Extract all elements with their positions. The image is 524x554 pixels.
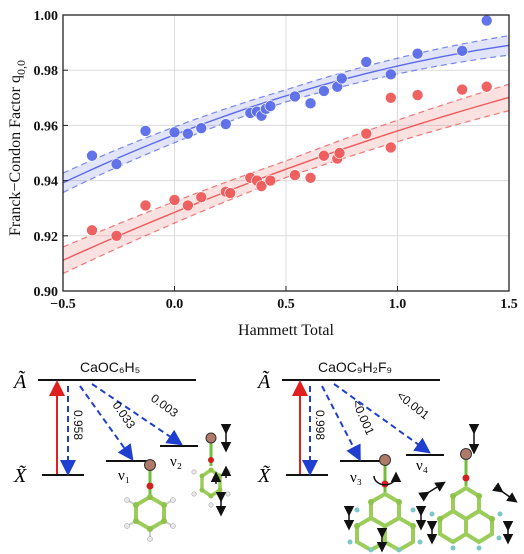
y-axis-label: Franck−Condon Factor q0,0 [7,60,28,236]
data-point-1 [255,180,268,192]
data-point-1 [385,92,397,104]
data-point-0 [335,72,348,85]
data-point-1 [168,194,181,206]
data-point-1 [360,127,373,140]
molecule-label-right: CaOC₉H₂F₉ [318,359,392,375]
mode-label-nu4: ν₄ [416,458,428,474]
data-point-1 [289,169,301,181]
data-point-1 [318,149,330,162]
x-tick-label: 1.5 [500,297,518,312]
data-point-0 [385,68,397,81]
fcf-label-1-right: <0.001 [349,398,377,438]
molecule-label-left: CaOC₆H₅ [80,359,140,375]
fcf-vs-hammett-chart: −0.5 0.0 0.5 1.0 1.5 0.90 0.92 0.94 0.96 0.98 1.00… [7,9,518,339]
data-point-0 [304,97,317,110]
grid [63,15,509,291]
fcf-label-2-right: <0.001 [394,388,432,422]
y-tick-label: 0.90 [34,285,59,300]
y-tick-label: 0.96 [34,119,59,134]
data-point-0 [318,85,330,97]
band-lower-0 [62,54,510,194]
band-upper-0 [62,35,510,174]
data-point-0 [411,47,424,60]
fcf-label-2-left: 0.003 [148,391,181,420]
data-point-0 [264,100,277,112]
x-tick-label: 1.0 [389,297,407,312]
mode-label-nu3: ν₃ [350,470,362,486]
data-point-0 [195,122,208,134]
data-point-0 [139,125,152,137]
band-lower-1 [62,110,510,275]
data-point-1 [304,172,317,184]
data-point-0 [110,158,123,170]
data-point-1 [411,89,424,101]
data-point-1 [264,174,277,187]
data-point-1 [110,230,123,242]
fit-curves [62,44,510,261]
data-point-1 [385,141,397,154]
decay-arrow-1-left [79,385,134,461]
mode-label-nu1: ν₁ [118,468,130,484]
data-point-1 [333,147,346,159]
data-point-0 [289,90,301,103]
fit-curve-1 [62,96,510,261]
axis-ticks: −0.5 0.0 0.5 1.0 1.5 0.90 0.92 0.94 0.96 0.98 1.00 [34,9,518,312]
data-point-1 [480,80,493,93]
molecule-nu3 [343,454,427,553]
decay-arrow-2-left [91,383,183,446]
data-point-1 [195,191,208,203]
band-upper-1 [62,83,510,248]
fcf-label-0-right: 0.998 [313,410,327,440]
data-point-0 [219,118,232,130]
decay-arrow-2-right [333,383,431,454]
data-point-1 [86,224,98,237]
molecule-nu4 [418,424,518,551]
y-axis-label-main: Franck−Condon Factor q [7,75,24,236]
data-point-0 [360,56,373,68]
mode-label-nu2: ν₂ [170,454,182,470]
x-tick-label: 0.5 [277,297,295,312]
y-tick-label: 0.98 [34,64,59,79]
lower-state-label-right: X̃ [257,464,271,487]
diagram-phenoxide: CaOC₆H₅ Ã X̃ 0.958 0.033 0.003 ν₁ ν₂ [12,359,198,487]
data-point-1 [182,199,194,212]
data-point-0 [86,149,98,162]
x-tick-label: 0.0 [166,297,184,312]
energy-level-diagrams: CaOC₆H₅ Ã X̃ 0.958 0.033 0.003 ν₁ ν₂ CaO… [12,359,518,553]
molecule-nu2 [191,424,232,517]
y-axis-label-subscript: 0,0 [14,60,28,75]
y-tick-label: 0.92 [34,230,59,245]
upper-state-label-left: Ã [12,369,27,393]
molecule-nu1 [124,459,176,542]
x-axis-label: Hammett Total [238,322,334,339]
data-point-0 [480,14,493,27]
y-tick-label: 1.00 [34,9,59,24]
fcf-label-1-left: 0.033 [110,399,139,432]
y-tick-label: 0.94 [34,175,59,190]
data-point-1 [224,187,237,199]
lower-state-label-left: X̃ [13,464,27,487]
data-point-0 [168,126,181,139]
decay-arrow-1-right [321,385,361,462]
data-point-1 [456,83,468,96]
data-point-0 [182,127,194,140]
x-tick-label: −0.5 [50,297,75,312]
fit-curve-0 [62,44,510,184]
data-points [86,14,493,242]
upper-state-label-right: Ã [256,369,271,393]
diagram-fluorinated: CaOC₉H₂F₉ Ã X̃ 0.998 <0.001 <0.001 ν₃ ν₄ [256,359,444,487]
data-point-0 [456,45,468,57]
fcf-label-0-left: 0.958 [71,410,85,440]
data-point-1 [139,199,152,212]
